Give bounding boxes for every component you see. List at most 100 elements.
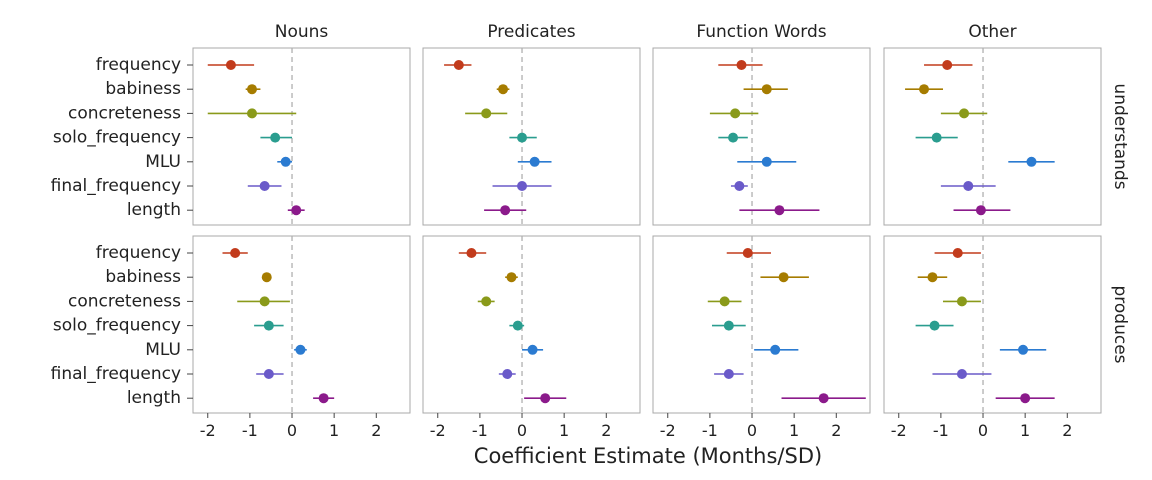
term-label-frequency: frequency <box>96 55 181 75</box>
point-frequency <box>952 248 963 258</box>
point-babiness <box>246 84 257 95</box>
point-solo_frequency <box>517 132 528 143</box>
point-final_frequency <box>517 181 528 191</box>
term-label-babiness: babiness <box>105 79 181 99</box>
term-label-solo_frequency: solo_frequency <box>53 128 181 148</box>
point-concreteness <box>481 296 492 307</box>
point-final_frequency <box>723 369 734 379</box>
panel-frame <box>652 47 871 226</box>
point-concreteness <box>730 108 741 119</box>
point-MLU <box>1018 344 1029 355</box>
x-tick-label: 1 <box>1020 421 1030 440</box>
x-tick-label: 2 <box>601 421 611 440</box>
x-tick-label: 1 <box>559 421 569 440</box>
point-final_frequency <box>734 181 745 191</box>
point-babiness <box>927 272 938 283</box>
x-tick-label: 0 <box>978 421 988 440</box>
point-MLU <box>770 344 781 355</box>
point-babiness <box>778 272 789 283</box>
point-length <box>540 393 551 404</box>
point-length <box>975 205 986 216</box>
point-solo_frequency <box>723 320 734 331</box>
term-label-concreteness: concreteness <box>68 291 181 311</box>
point-frequency <box>736 60 747 70</box>
point-length <box>818 393 829 404</box>
point-final_frequency <box>263 369 274 379</box>
point-babiness <box>919 84 930 95</box>
point-frequency <box>466 248 477 258</box>
point-MLU <box>761 156 772 167</box>
term-label-final_frequency: final_frequency <box>51 364 181 384</box>
point-solo_frequency <box>270 132 281 143</box>
panel-frame <box>422 47 641 226</box>
point-solo_frequency <box>931 132 942 143</box>
point-concreteness <box>959 108 970 119</box>
x-tick-label: 1 <box>789 421 799 440</box>
point-final_frequency <box>502 369 513 379</box>
point-length <box>1020 393 1031 404</box>
x-tick-label: -1 <box>472 421 488 440</box>
x-axis-title: Coefficient Estimate (Months/SD) <box>474 444 822 468</box>
x-tick-label: -1 <box>702 421 718 440</box>
x-tick-label: 1 <box>329 421 339 440</box>
point-solo_frequency <box>263 320 274 331</box>
x-tick-label: -2 <box>200 421 216 440</box>
panel-frame <box>883 47 1102 226</box>
term-label-MLU: MLU <box>145 340 181 360</box>
point-concreteness <box>246 108 257 119</box>
x-tick-label: 2 <box>371 421 381 440</box>
point-MLU <box>280 156 291 167</box>
row-title-produces: produces <box>1110 285 1130 363</box>
point-final_frequency <box>259 181 270 191</box>
point-babiness <box>761 84 772 95</box>
panel-frame <box>192 47 411 226</box>
column-title-function-words: Function Words <box>696 22 826 42</box>
point-length <box>318 393 329 404</box>
panel-frame <box>883 235 1102 414</box>
panel-frame <box>192 235 411 414</box>
point-length <box>774 205 785 216</box>
panel-frame <box>422 235 641 414</box>
point-concreteness <box>956 296 967 307</box>
x-tick-label: 0 <box>747 421 757 440</box>
x-tick-label: -1 <box>242 421 258 440</box>
term-label-length: length <box>127 200 181 220</box>
point-MLU <box>295 344 306 355</box>
point-concreteness <box>719 296 730 307</box>
point-frequency <box>942 60 953 70</box>
x-tick-label: 2 <box>831 421 841 440</box>
x-tick-label: 2 <box>1062 421 1072 440</box>
point-concreteness <box>481 108 492 119</box>
point-length <box>291 205 302 216</box>
x-tick-label: 0 <box>517 421 527 440</box>
x-tick-label: -2 <box>660 421 676 440</box>
point-concreteness <box>259 296 270 307</box>
column-title-other: Other <box>968 22 1016 42</box>
term-label-frequency: frequency <box>96 243 181 263</box>
point-solo_frequency <box>929 320 940 331</box>
x-tick-label: -2 <box>891 421 907 440</box>
column-title-predicates: Predicates <box>487 22 575 42</box>
column-title-nouns: Nouns <box>275 22 329 42</box>
point-babiness <box>261 272 272 283</box>
term-label-babiness: babiness <box>105 267 181 287</box>
point-length <box>500 205 511 216</box>
term-label-concreteness: concreteness <box>68 103 181 123</box>
x-tick-label: -1 <box>933 421 949 440</box>
point-final_frequency <box>963 181 974 191</box>
row-title-understands: understands <box>1110 83 1130 189</box>
point-frequency <box>453 60 464 70</box>
term-label-final_frequency: final_frequency <box>51 176 181 196</box>
point-MLU <box>1026 156 1037 167</box>
point-frequency <box>225 60 236 70</box>
point-MLU <box>529 156 540 167</box>
point-babiness <box>506 272 517 283</box>
panel-frame <box>652 235 871 414</box>
point-solo_frequency <box>728 132 739 143</box>
point-frequency <box>230 248 241 258</box>
x-tick-label: 0 <box>287 421 297 440</box>
term-label-length: length <box>127 388 181 408</box>
term-label-solo_frequency: solo_frequency <box>53 316 181 336</box>
point-final_frequency <box>956 369 967 379</box>
